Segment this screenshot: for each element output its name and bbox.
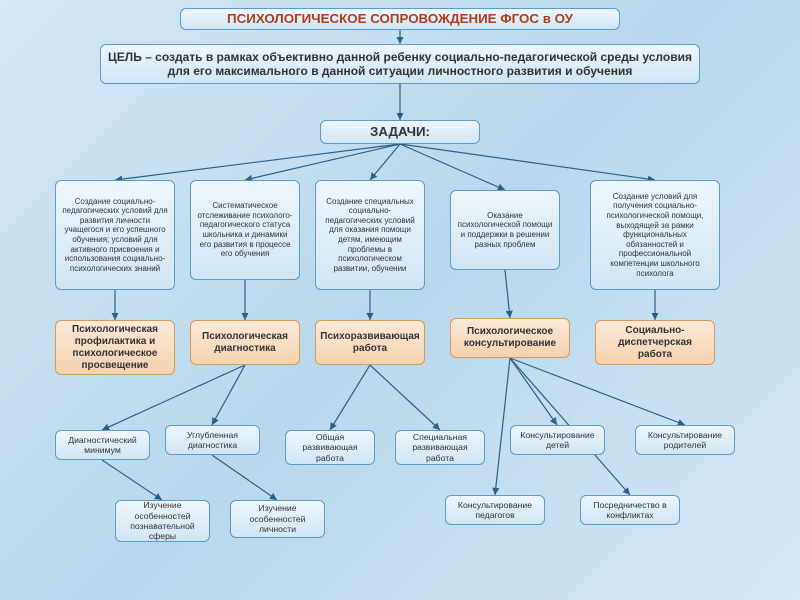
leaf-r1-2: Общая развивающая работа xyxy=(285,430,375,465)
leaf-r2-0: Изучение особенностей познавательной сфе… xyxy=(115,500,210,542)
task-box-4: Создание условий для получения социально… xyxy=(590,180,720,290)
leaf-r1-0: Диагностический минимум xyxy=(55,430,150,460)
task-box-1: Систематическое отслеживание психолого-п… xyxy=(190,180,300,280)
task-box-0: Создание социально-педагогических услови… xyxy=(55,180,175,290)
leaf-r1-1: Углубленная диагностика xyxy=(165,425,260,455)
leaf-r1-5: Консультирование родителей xyxy=(635,425,735,455)
leaf-r2-3: Посредничество в конфликтах xyxy=(580,495,680,525)
leaf-r2-1: Изучение особенностей личности xyxy=(230,500,325,538)
leaf-r2-2: Консультирование педагогов xyxy=(445,495,545,525)
task-box-3: Оказание психологической помощи и поддер… xyxy=(450,190,560,270)
tasks-label-box: ЗАДАЧИ: xyxy=(320,120,480,144)
leaf-r1-4: Консультирование детей xyxy=(510,425,605,455)
area-box-0: Психологическая профилактика и психологи… xyxy=(55,320,175,375)
area-box-3: Психологическое консультирование xyxy=(450,318,570,358)
title-box: ПСИХОЛОГИЧЕСКОЕ СОПРОВОЖДЕНИЕ ФГОС в ОУ xyxy=(180,8,620,30)
goal-box: ЦЕЛЬ – создать в рамках объективно данно… xyxy=(100,44,700,84)
area-box-1: Психологическая диагностика xyxy=(190,320,300,365)
area-box-4: Социально-диспетчерская работа xyxy=(595,320,715,365)
leaf-r1-3: Специальная развивающая работа xyxy=(395,430,485,465)
task-box-2: Создание специальных социально-педагогич… xyxy=(315,180,425,290)
area-box-2: Психоразвивающая работа xyxy=(315,320,425,365)
